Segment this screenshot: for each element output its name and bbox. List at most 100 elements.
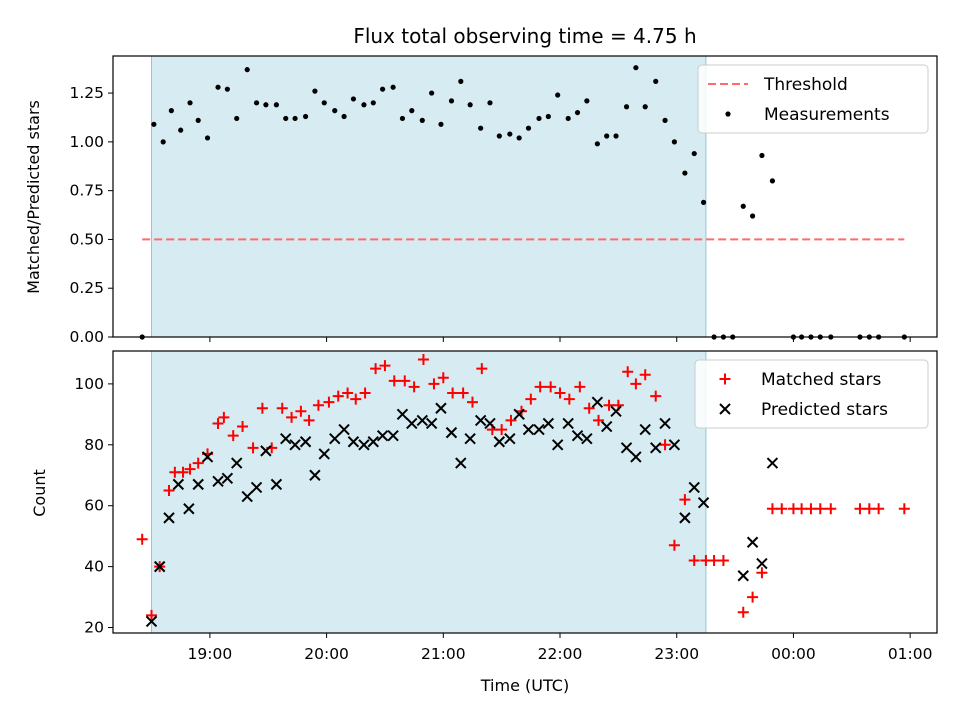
bottom-series-1-point [562, 417, 574, 430]
bottom-series-1-point [299, 436, 312, 448]
top-series-0-point [151, 121, 157, 127]
top-y-tick-label: 1.25 [69, 84, 104, 102]
bottom-series-0-point [247, 442, 259, 454]
bottom-series-1-point [435, 402, 447, 414]
top-series-0-point [759, 152, 765, 159]
bottom-x-tick-label: 22:00 [538, 645, 583, 663]
bottom-series-1-point [163, 512, 175, 524]
bottom-series-1-point [650, 442, 662, 454]
bottom-series-0-point [146, 609, 158, 621]
bottom-x-tick-label: 20:00 [304, 645, 349, 663]
top-series-0-point [302, 113, 309, 120]
bottom-series-0-point [370, 363, 382, 375]
bottom-series-1-point [358, 439, 370, 451]
bottom-series-1-point [445, 426, 458, 439]
bottom-series-0-point [630, 378, 642, 390]
bottom-series-1-point [280, 432, 292, 445]
top-series-0-point [516, 135, 522, 141]
top-series-0-point [653, 78, 659, 84]
bottom-series-0-point [437, 372, 449, 384]
top-series-0-point [682, 170, 688, 176]
bottom-series-1-point [766, 457, 779, 469]
bottom-series-0-point [218, 411, 230, 423]
bottom-series-0-point [505, 414, 517, 426]
top-series-0-point [234, 115, 240, 122]
bottom-series-1-point [513, 408, 525, 421]
bottom-series-0-point [688, 555, 700, 567]
bottom-series-0-point [747, 591, 759, 603]
bottom-series-1-point [387, 429, 399, 442]
top-series-0-point [253, 100, 260, 106]
bottom-y-tick-label: 60 [84, 497, 104, 515]
bottom-series-0-point [776, 503, 788, 515]
bottom-series-1-point [367, 436, 379, 448]
bottom-x-tick-label: 23:00 [654, 645, 699, 663]
top-series-0-point [467, 102, 473, 108]
top-series-0-point [263, 102, 269, 108]
top-series-0-point [195, 117, 201, 123]
bottom-series-0-point [639, 369, 651, 381]
top-series-0-point [594, 141, 600, 147]
bottom-series-1-point [192, 478, 204, 491]
bottom-series-0-point [534, 381, 546, 393]
bottom-series-1-point [338, 423, 350, 436]
bottom-series-1-point [697, 496, 710, 509]
bottom-legend-label: Matched stars [761, 370, 881, 390]
bottom-series-1-point [347, 436, 360, 448]
bottom-y-tick-label: 20 [84, 619, 104, 637]
bottom-axes: 20 40 60 80 100 19:00 20:00 21:00 22:00 23:00 00:0… [74, 350, 938, 663]
bottom-observing-window [151, 350, 707, 634]
bottom-series-0-point [286, 411, 298, 423]
bottom-series-1-point [504, 432, 516, 445]
top-series-0-point [168, 108, 174, 114]
bottom-series-0-point [622, 366, 634, 378]
bottom-series-0-point [814, 503, 826, 515]
top-series-0-point [478, 125, 484, 131]
bottom-series-1-point [406, 417, 418, 430]
bottom-series-0-point [525, 393, 537, 405]
bottom-series-0-point [388, 375, 400, 387]
top-series-0-point [273, 102, 279, 108]
bottom-series-0-point [379, 360, 391, 372]
bottom-series-1-point [542, 417, 555, 430]
bottom-series-1-point [746, 536, 759, 548]
top-series-0-point [399, 115, 406, 122]
bottom-series-1-point [571, 429, 584, 442]
bottom-series-0-point [408, 381, 420, 393]
bottom-y-tick-label: 80 [84, 436, 104, 454]
bottom-y-tick-label: 100 [74, 375, 104, 393]
bottom-series-0-point [457, 387, 469, 399]
top-y-tick-label: 1.00 [69, 133, 104, 151]
top-series-0-point [160, 139, 166, 145]
bottom-series-0-point [447, 387, 459, 399]
bottom-series-1-point [493, 436, 506, 448]
bottom-series-1 [145, 396, 779, 628]
top-series-0-point [215, 84, 221, 90]
bottom-series-1-point [600, 420, 613, 433]
bottom-series-1-point [522, 423, 535, 436]
top-y-tick-label: 0.50 [69, 230, 104, 248]
top-series-0-point [370, 100, 376, 106]
bottom-legend: Matched stars Predicted stars [694, 359, 929, 429]
bottom-series-0-point [593, 414, 605, 426]
bottom-series-0-point [766, 503, 778, 515]
bottom-series-0-point [237, 421, 249, 433]
bottom-series-1-point [455, 457, 467, 469]
bottom-series-0-point [679, 494, 691, 506]
bottom-series-1-point [250, 481, 263, 494]
top-y-tick-label: 0.25 [69, 279, 104, 297]
top-legend-label: Measurements [764, 105, 890, 125]
bottom-series-1-point [688, 481, 700, 494]
bottom-series-0-point [737, 606, 749, 618]
bottom-series-0-point [659, 439, 671, 451]
top-series-0-point [244, 67, 250, 73]
top-series-0-point [419, 117, 425, 123]
bottom-legend-box [694, 359, 929, 429]
bottom-series-1-point [289, 439, 301, 451]
bottom-series-0-point [276, 402, 288, 414]
bottom-series-1-point [416, 414, 428, 427]
bottom-x-tick-label: 01:00 [888, 645, 933, 663]
bottom-axes-frame [112, 350, 938, 634]
top-series-0-point [332, 108, 338, 114]
